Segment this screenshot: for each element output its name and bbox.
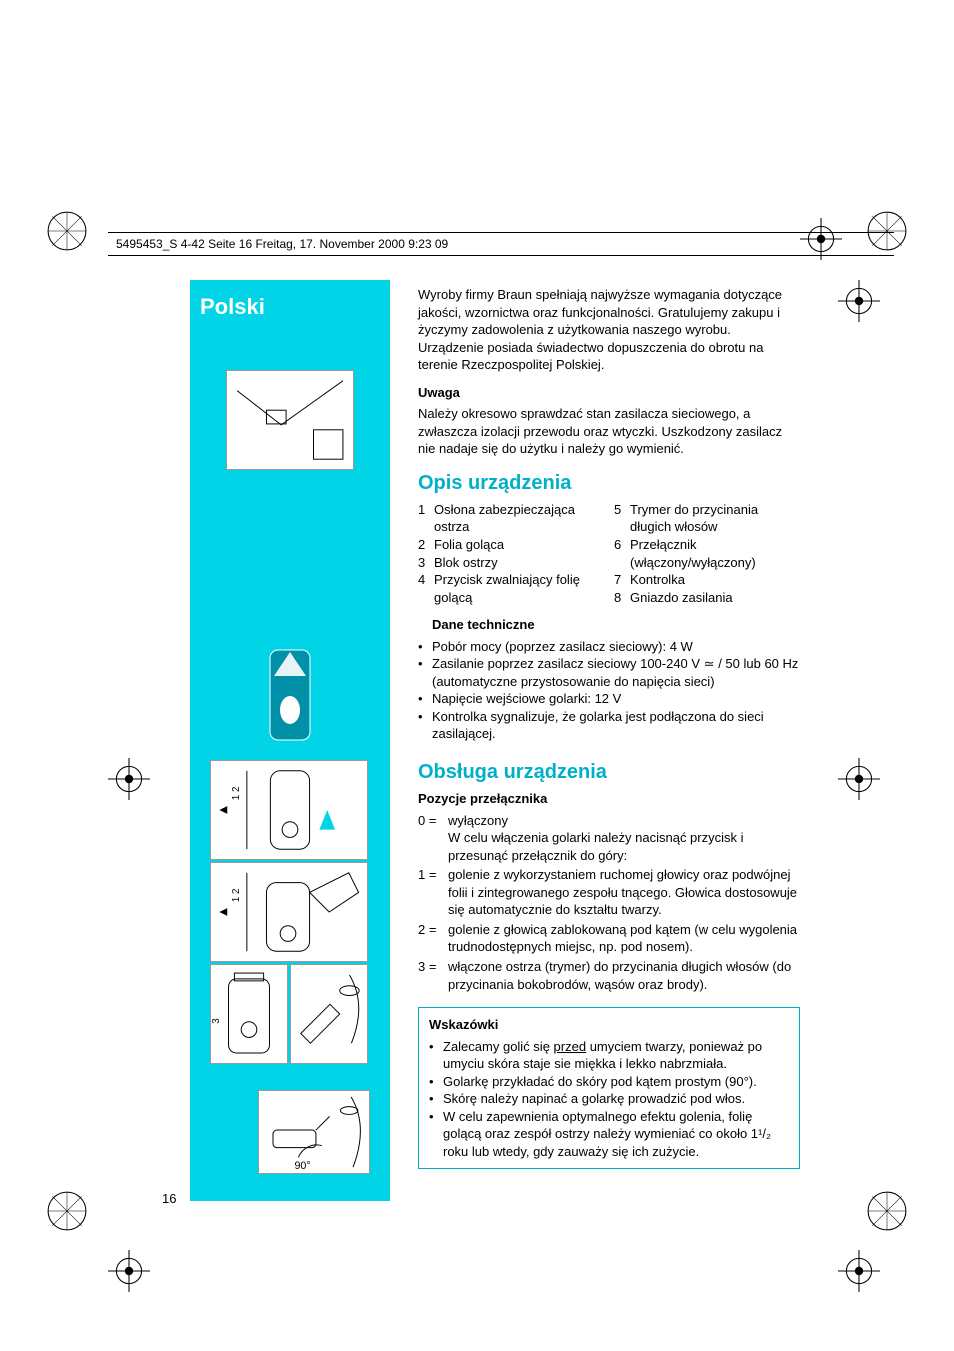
tip-item: W celu zapewnienia optymalnego efektu go… — [443, 1108, 789, 1161]
part-label: Przełącznik (włączony/wyłączony) — [630, 536, 800, 571]
tech-item: Pobór mocy (poprzez zasilacz sieciowy): … — [432, 638, 693, 656]
reg-mark — [46, 210, 88, 252]
svg-text:1 2: 1 2 — [231, 787, 242, 801]
pos-text: włączone ostrza (trymer) do przycinania … — [448, 958, 800, 993]
part-label: Osłona zabezpieczająca ostrza — [434, 501, 604, 536]
reg-mark-target — [108, 758, 150, 800]
illus-90-degree: 90° — [258, 1090, 370, 1174]
pos-num: 2 = — [418, 921, 448, 956]
part-label: Przycisk zwalniający folię golącą — [434, 571, 604, 606]
language-title: Polski — [200, 292, 265, 322]
switch-positions-head: Pozycje przełącznika — [418, 790, 800, 808]
reg-mark-target — [838, 1250, 880, 1292]
reg-mark-target — [108, 1250, 150, 1292]
part-num: 4 — [418, 571, 434, 606]
part-label: Blok ostrzy — [434, 554, 498, 572]
reg-mark-target — [838, 758, 880, 800]
tech-item: Kontrolka sygnalizuje, że golarka jest p… — [432, 708, 800, 743]
illus-switch-3: 3 — [210, 964, 288, 1064]
switch-positions-list: 0 =wyłączony W celu włączenia golarki na… — [418, 812, 800, 993]
illus-trim-face — [290, 964, 368, 1064]
tip-underline: przed — [554, 1039, 587, 1054]
tip-item: Golarkę przykładać do skóry pod kątem pr… — [443, 1073, 757, 1091]
part-label: Folia goląca — [434, 536, 504, 554]
bullet-icon: • — [418, 690, 432, 708]
page-number: 16 — [162, 1190, 176, 1208]
illus-power-adapter — [226, 370, 354, 470]
part-label: Kontrolka — [630, 571, 685, 589]
bullet-icon: • — [418, 655, 432, 690]
bullet-icon: • — [418, 708, 432, 743]
part-label: Trymer do przycinania długich włosów — [630, 501, 800, 536]
tech-list: •Pobór mocy (poprzez zasilacz sieciowy):… — [418, 638, 800, 743]
tip-item: Skórę należy napinać a golarkę prowadzić… — [443, 1090, 745, 1108]
pos-text: wyłączony W celu włączenia golarki należ… — [448, 812, 800, 865]
tip-text: Zalecamy golić się — [443, 1039, 554, 1054]
bullet-icon: • — [429, 1090, 443, 1108]
print-header-text: 5495453_S 4-42 Seite 16 Freitag, 17. Nov… — [116, 237, 448, 251]
illus-shaver-front — [226, 640, 354, 750]
part-num: 2 — [418, 536, 434, 554]
illus-switch-2: 1 2 — [210, 862, 368, 962]
part-num: 6 — [614, 536, 630, 571]
tips-box: Wskazówki • Zalecamy golić się przed umy… — [418, 1007, 800, 1169]
svg-text:1 2: 1 2 — [231, 889, 242, 903]
pos-text: golenie z wykorzystaniem ruchomej głowic… — [448, 866, 800, 919]
pos-num: 3 = — [418, 958, 448, 993]
part-num: 5 — [614, 501, 630, 536]
tech-item: Zasilanie poprzez zasilacz sieciowy 100-… — [432, 655, 800, 690]
pos-text: golenie z głowicą zablokowaną pod kątem … — [448, 921, 800, 956]
tech-head: Dane techniczne — [432, 616, 800, 634]
illus-switch-1: 1 2 — [210, 760, 368, 860]
reg-mark-target — [838, 280, 880, 322]
bullet-icon: • — [429, 1073, 443, 1091]
bullet-icon: • — [418, 638, 432, 656]
part-num: 3 — [418, 554, 434, 572]
warning-text: Należy okresowo sprawdzać stan zasilacza… — [418, 405, 800, 458]
tech-item: Napięcie wejściowe golarki: 12 V — [432, 690, 621, 708]
pos-num: 0 = — [418, 812, 448, 865]
reg-mark — [866, 1190, 908, 1232]
parts-list: 1Osłona zabezpieczająca ostrza 2Folia go… — [418, 501, 800, 606]
bullet-icon: • — [429, 1108, 443, 1161]
part-num: 1 — [418, 501, 434, 536]
part-num: 8 — [614, 589, 630, 607]
part-num: 7 — [614, 571, 630, 589]
tips-head: Wskazówki — [429, 1016, 789, 1034]
pos-num: 1 = — [418, 866, 448, 919]
tip-item: Zalecamy golić się przed umyciem twarzy,… — [443, 1038, 789, 1073]
svg-text:3: 3 — [211, 1018, 222, 1023]
content-column: Wyroby firmy Braun spełniają najwyższe w… — [418, 286, 800, 1169]
bullet-icon: • — [429, 1038, 443, 1073]
part-label: Gniazdo zasilania — [630, 589, 733, 607]
section-operation-title: Obsługa urządzenia — [418, 759, 800, 786]
section-description-title: Opis urządzenia — [418, 470, 800, 497]
print-header: 5495453_S 4-42 Seite 16 Freitag, 17. Nov… — [108, 232, 894, 256]
reg-mark — [46, 1190, 88, 1232]
intro-paragraph: Wyroby firmy Braun spełniają najwyższe w… — [418, 286, 800, 374]
warning-head: Uwaga — [418, 384, 800, 402]
svg-text:90°: 90° — [294, 1160, 310, 1172]
